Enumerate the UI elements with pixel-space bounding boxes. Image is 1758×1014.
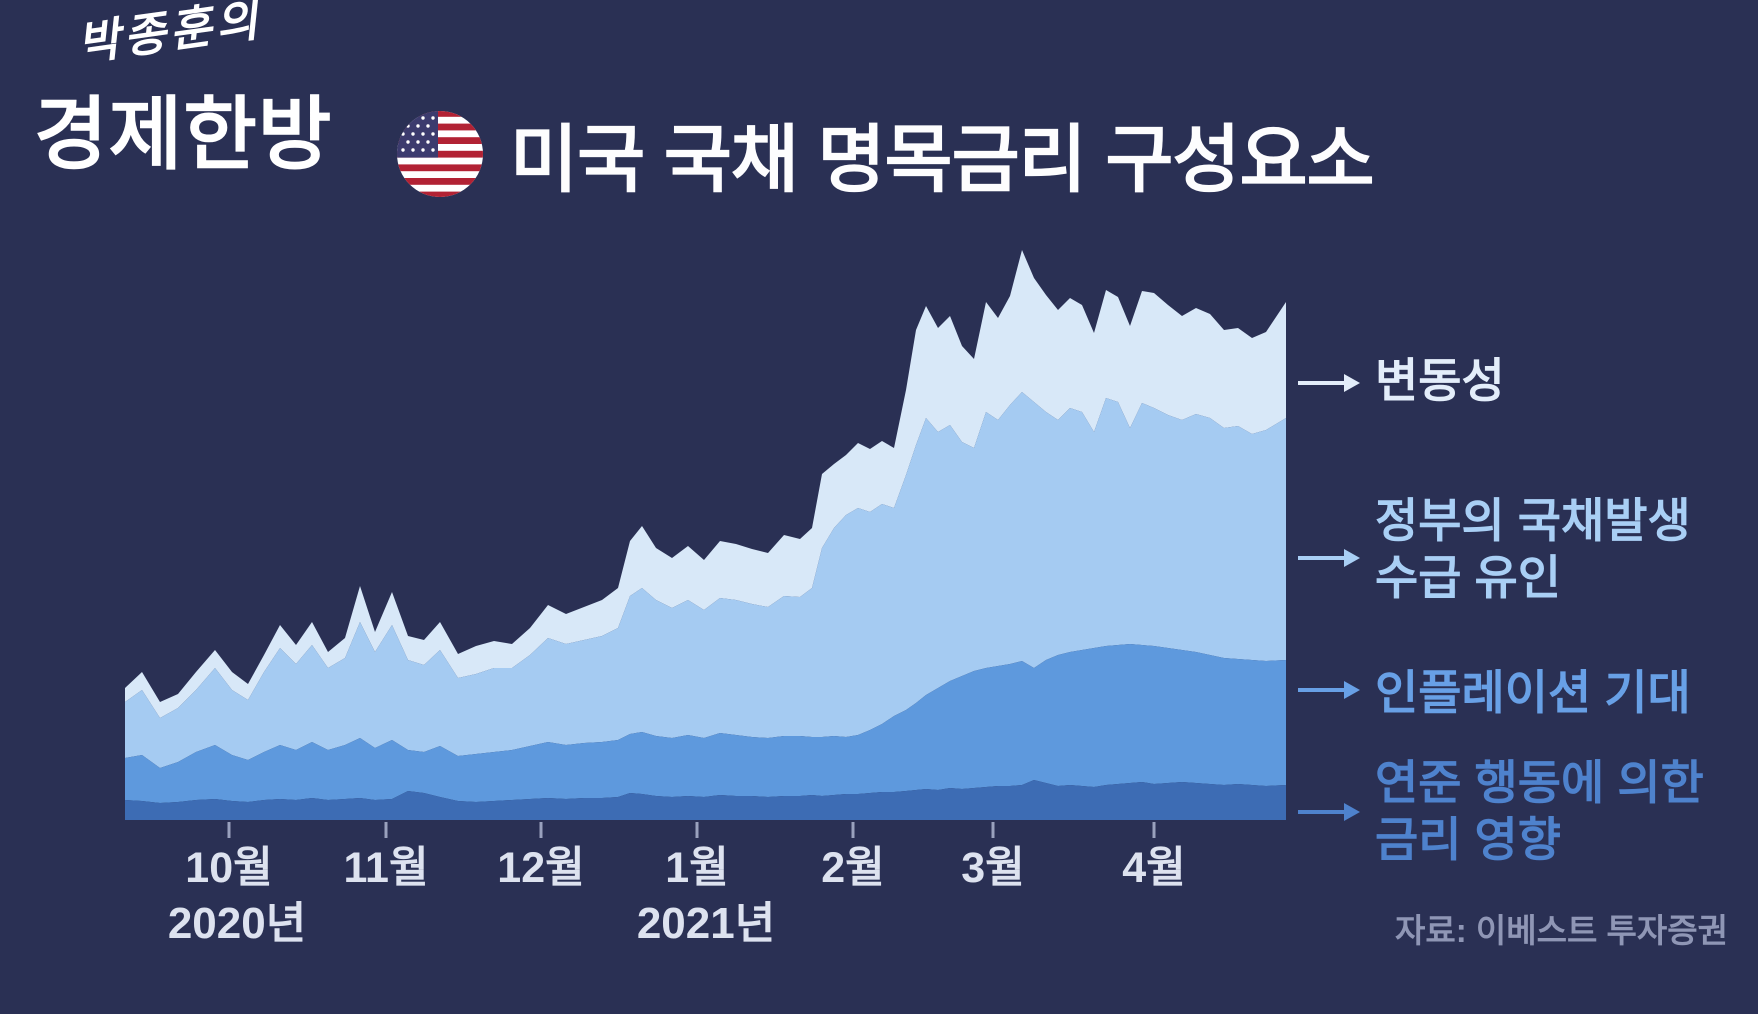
band-volatility bbox=[125, 250, 1286, 718]
x-label-2월: 2월 bbox=[821, 844, 884, 892]
year-label-2021년: 2021년 bbox=[637, 899, 775, 948]
page-title: 미국 국채 명목금리 구성요소 bbox=[510, 118, 1375, 201]
annotation-fed-line1: 연준 행동에 의한 bbox=[1375, 756, 1704, 809]
annotation-inflation: 인플레이션 기대 bbox=[1375, 664, 1691, 721]
arrow-head-inflation bbox=[1344, 681, 1360, 699]
band-fed-action bbox=[125, 780, 1286, 820]
x-label-4월: 4월 bbox=[1122, 844, 1185, 892]
band-inflation bbox=[125, 644, 1286, 803]
x-label-1월: 1월 bbox=[665, 844, 728, 892]
logo-main-text: 경제한방 bbox=[34, 90, 333, 179]
us-flag-icon bbox=[396, 110, 484, 198]
title-row: 미국 국채 명목금리 구성요소 bbox=[396, 100, 1375, 207]
annotation-gov-bond-supply: 정부의 국채발생 수급 유인 bbox=[1375, 492, 1691, 606]
annotation-volatility: 변동성 bbox=[1375, 352, 1505, 409]
show-logo: 박종훈의 경제한방 bbox=[34, 0, 333, 186]
annotation-fed-line2: 금리 영향 bbox=[1375, 813, 1562, 866]
x-label-3월: 3월 bbox=[961, 844, 1024, 892]
annotation-gov-line1: 정부의 국채발생 bbox=[1375, 494, 1691, 547]
annotation-gov-line2: 수급 유인 bbox=[1375, 551, 1562, 604]
x-label-12월: 12월 bbox=[497, 844, 584, 892]
annotation-fed-action: 연준 행동에 의한 금리 영향 bbox=[1375, 754, 1704, 868]
annotation-inflation-line1: 인플레이션 기대 bbox=[1375, 666, 1691, 719]
x-label-11월: 11월 bbox=[343, 844, 428, 892]
arrow-head-volatility bbox=[1344, 374, 1360, 392]
annotation-volatility-line1: 변동성 bbox=[1375, 354, 1505, 407]
band-gov-bond-supply bbox=[125, 392, 1286, 768]
x-label-10월: 10월 bbox=[185, 844, 272, 892]
year-label-2020년: 2020년 bbox=[168, 899, 306, 948]
arrow-head-gov-bond-supply bbox=[1344, 549, 1360, 567]
arrow-head-fed-action bbox=[1344, 803, 1360, 821]
logo-script-text: 박종훈의 bbox=[74, 0, 265, 71]
source-credit: 자료: 이베스트 투자증권 bbox=[1395, 912, 1728, 949]
